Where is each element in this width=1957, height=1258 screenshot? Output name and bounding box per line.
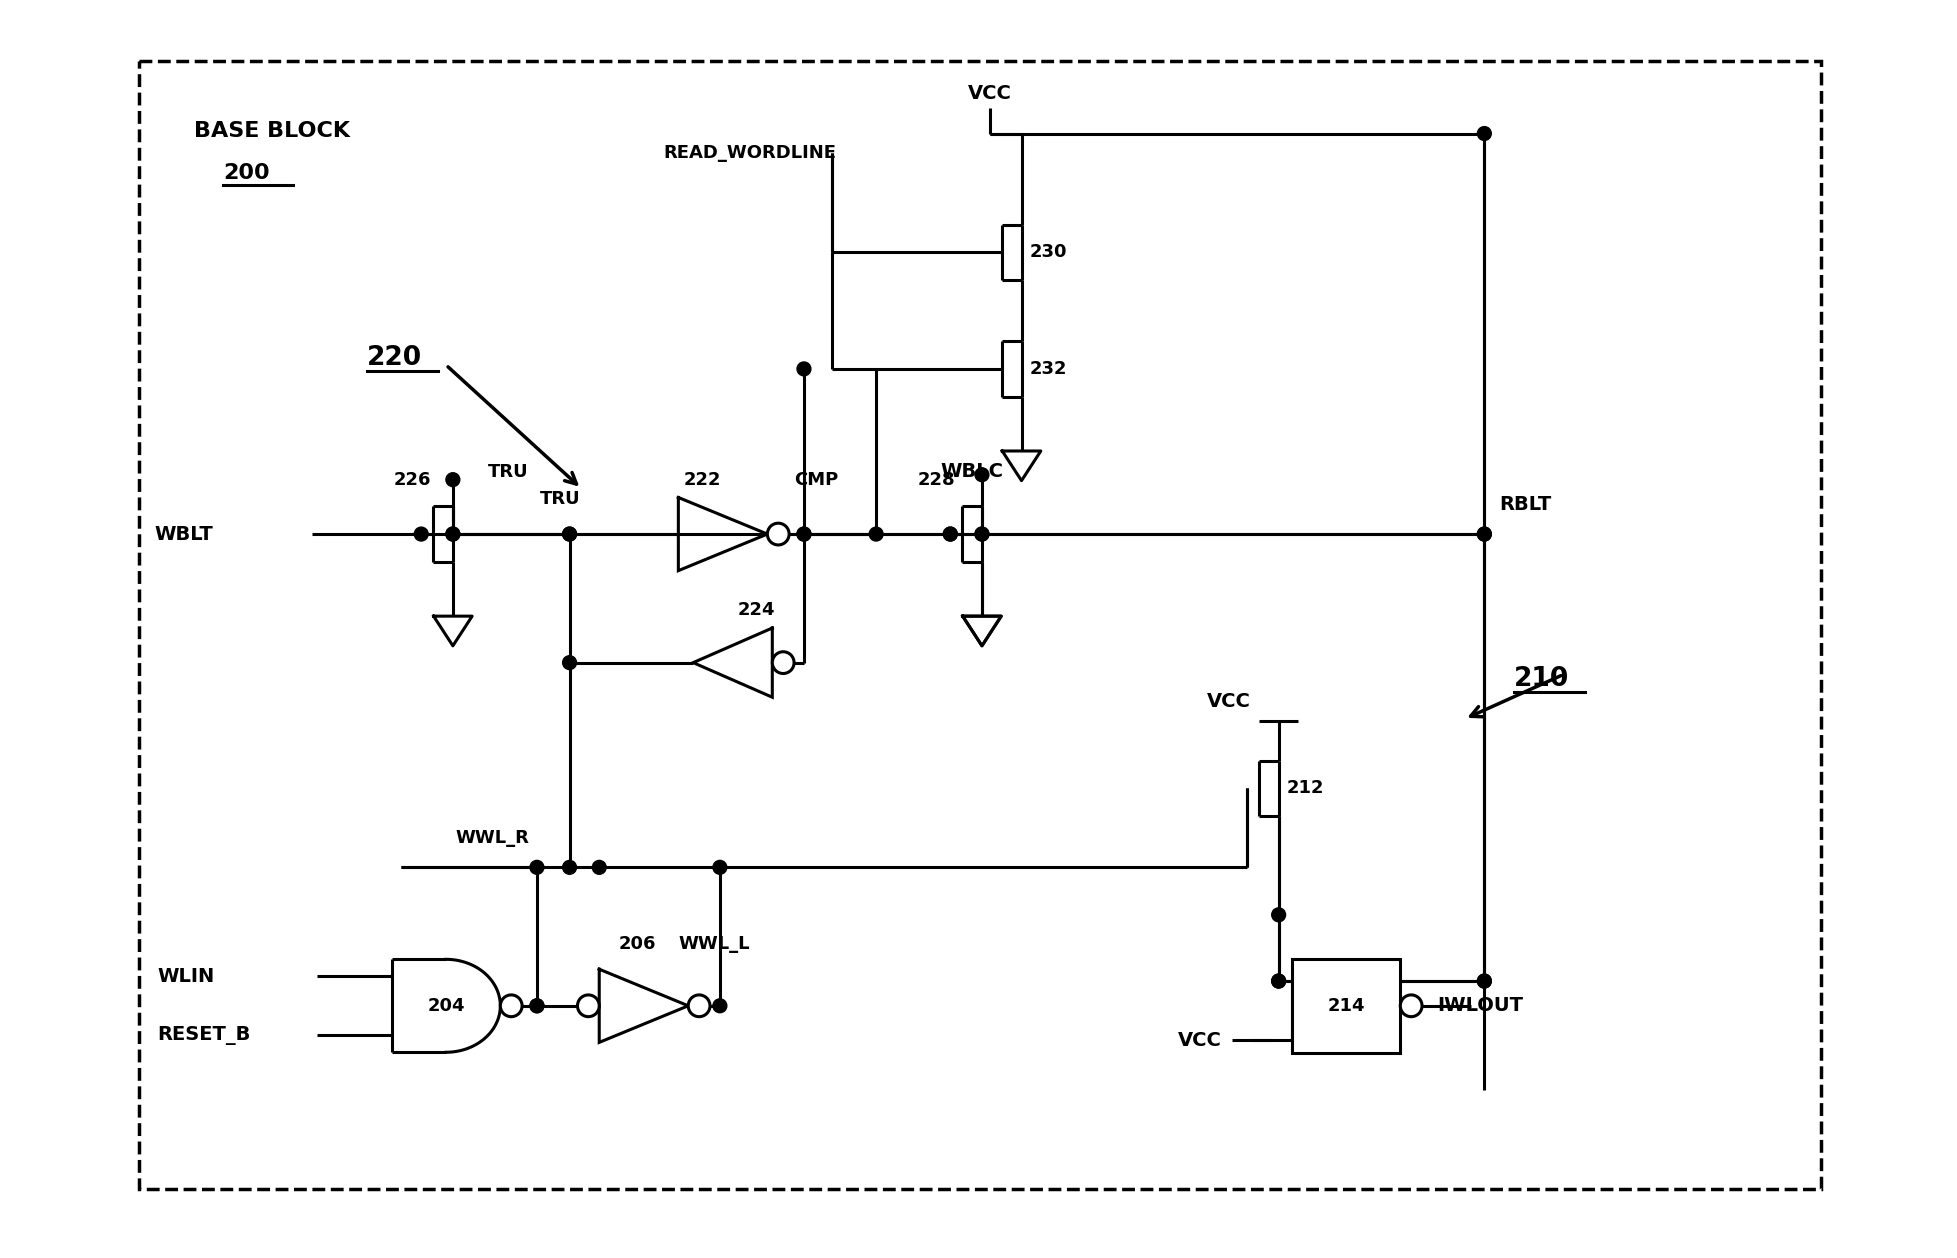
Circle shape xyxy=(415,527,429,541)
Circle shape xyxy=(796,527,810,541)
Circle shape xyxy=(530,999,544,1013)
Circle shape xyxy=(593,860,607,874)
Circle shape xyxy=(530,860,544,874)
Text: READ_WORDLINE: READ_WORDLINE xyxy=(663,145,836,162)
Text: RESET_B: RESET_B xyxy=(157,1027,250,1045)
Text: IWLOUT: IWLOUT xyxy=(1436,996,1523,1015)
Text: BASE BLOCK: BASE BLOCK xyxy=(194,121,350,141)
Circle shape xyxy=(975,527,988,541)
Circle shape xyxy=(530,999,544,1013)
Text: 206: 206 xyxy=(618,936,656,954)
Text: RBLT: RBLT xyxy=(1499,494,1552,513)
Text: WBLC: WBLC xyxy=(941,462,1004,482)
Text: 204: 204 xyxy=(427,996,464,1015)
Circle shape xyxy=(796,362,810,376)
Circle shape xyxy=(869,527,883,541)
Circle shape xyxy=(564,655,577,669)
Bar xyxy=(1292,960,1401,1053)
Circle shape xyxy=(446,473,460,487)
Text: 226: 226 xyxy=(393,470,431,488)
Text: VCC: VCC xyxy=(969,84,1012,103)
Text: WWL_R: WWL_R xyxy=(456,829,530,847)
Circle shape xyxy=(773,652,795,673)
Circle shape xyxy=(767,523,789,545)
Circle shape xyxy=(712,999,726,1013)
Circle shape xyxy=(446,527,460,541)
Circle shape xyxy=(1478,974,1491,988)
Text: CMP: CMP xyxy=(795,470,838,488)
Circle shape xyxy=(689,995,710,1016)
Circle shape xyxy=(943,527,957,541)
Circle shape xyxy=(712,860,726,874)
Text: WBLT: WBLT xyxy=(155,525,213,543)
Circle shape xyxy=(1478,127,1491,141)
Circle shape xyxy=(1401,995,1423,1016)
Circle shape xyxy=(564,527,577,541)
Text: 200: 200 xyxy=(223,164,270,184)
Circle shape xyxy=(564,527,577,541)
Circle shape xyxy=(975,468,988,482)
Text: VCC: VCC xyxy=(1207,692,1251,711)
Text: 230: 230 xyxy=(1029,243,1067,262)
Circle shape xyxy=(501,995,523,1016)
Text: 228: 228 xyxy=(918,470,955,488)
Text: 212: 212 xyxy=(1286,779,1325,798)
Bar xyxy=(139,62,1820,1189)
Circle shape xyxy=(1272,908,1286,922)
Text: 232: 232 xyxy=(1029,360,1067,377)
Circle shape xyxy=(943,527,957,541)
Text: WWL_L: WWL_L xyxy=(679,936,750,954)
Circle shape xyxy=(564,860,577,874)
Text: TRU: TRU xyxy=(487,463,528,481)
Text: 222: 222 xyxy=(683,470,720,488)
Circle shape xyxy=(1272,974,1286,988)
Circle shape xyxy=(975,527,988,541)
Circle shape xyxy=(1478,974,1491,988)
Circle shape xyxy=(1478,527,1491,541)
Text: WLIN: WLIN xyxy=(157,966,215,985)
Circle shape xyxy=(1272,974,1286,988)
Text: 214: 214 xyxy=(1327,996,1364,1015)
Text: VCC: VCC xyxy=(1178,1030,1223,1050)
Text: TRU: TRU xyxy=(540,491,581,508)
Circle shape xyxy=(446,527,460,541)
Text: 210: 210 xyxy=(1515,667,1570,692)
Circle shape xyxy=(1478,527,1491,541)
Text: 224: 224 xyxy=(738,601,775,619)
Circle shape xyxy=(796,527,810,541)
Circle shape xyxy=(577,995,599,1016)
Text: 220: 220 xyxy=(366,345,423,371)
